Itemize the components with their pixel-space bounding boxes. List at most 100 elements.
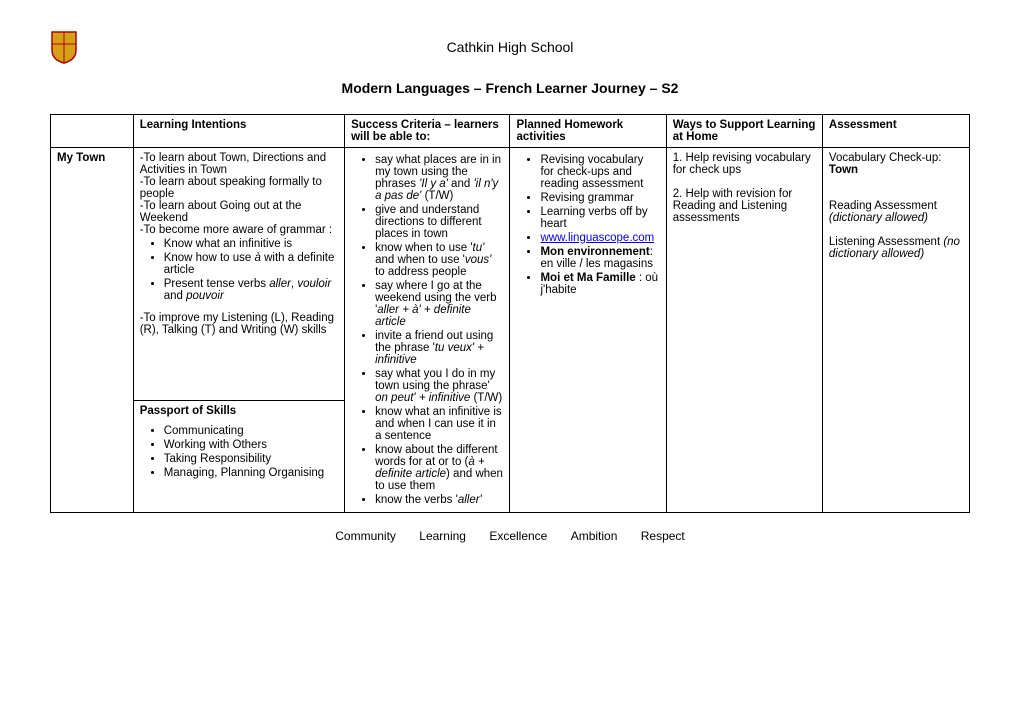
title-suffix: S2 [661, 80, 678, 96]
list-item: give and understand directions to differ… [375, 204, 503, 240]
t: and when to use ' [375, 254, 465, 266]
title-dash: – [646, 80, 662, 96]
footer-word: Learning [419, 529, 466, 543]
list-item: Moi et Ma Famille : où j'habite [540, 272, 659, 296]
support-cell: 1. Help revising vocabulary for check up… [666, 148, 822, 513]
learning-intentions-cell: -To learn about Town, Directions and Act… [133, 148, 344, 401]
list-item: Revising vocabulary for check-ups and re… [540, 154, 659, 190]
list-item: know about the different words for at or… [375, 444, 503, 492]
t: Moi et Ma Famille [540, 272, 635, 284]
footer-word: Community [335, 529, 396, 543]
title-prefix: Modern Languages – French Learner Journe… [342, 80, 646, 96]
footer-word: Excellence [489, 529, 547, 543]
col-support: Ways to Support Learning at Home [666, 115, 822, 148]
text: à [254, 252, 264, 264]
list-item: Revising grammar [540, 192, 659, 204]
topic-label: My Town [57, 152, 105, 164]
homework-list: Moi et Ma Famille : où j'habite [516, 272, 659, 296]
footer-word: Ambition [571, 529, 618, 543]
t: vous' [465, 254, 492, 266]
learner-journey-table: Learning Intentions Success Criteria – l… [50, 114, 970, 513]
li-text: -To become more aware of grammar : [140, 224, 338, 236]
t: aller' [458, 494, 482, 506]
list-item: know what an infinitive is and when I ca… [375, 406, 503, 442]
list-item: Present tense verbs aller, vouloir and p… [164, 278, 338, 302]
passport-header: Passport of Skills [140, 405, 338, 417]
t: Help with revision for Reading and Liste… [673, 188, 793, 224]
t: (dictionary allowed) [829, 212, 928, 224]
school-name: Cathkin High School [50, 39, 970, 55]
text: pouvoir [186, 290, 224, 302]
col-assessment: Assessment [822, 115, 969, 148]
assessment-item: Listening Assessment (no dictionary allo… [829, 236, 963, 260]
list-item: know the verbs 'aller' [375, 494, 503, 506]
homework-list: Mon environnement: en ville / les magasi… [516, 246, 659, 270]
list-item: say what places are in in my town using … [375, 154, 503, 202]
support-item: 2. Help with revision for Reading and Li… [673, 188, 816, 224]
t: to address people [375, 266, 466, 278]
list-item: say where I go at the weekend using the … [375, 280, 503, 328]
linguascope-link[interactable]: www.linguascope.com [540, 232, 654, 244]
t: 'Il y a' [419, 178, 448, 190]
list-item: Taking Responsibility [164, 453, 338, 465]
table-row: My Town -To learn about Town, Directions… [51, 148, 970, 401]
t: (T/W) [421, 190, 453, 202]
footer-word: Respect [641, 529, 685, 543]
text: Present tense verbs [164, 278, 269, 290]
text: aller [269, 278, 291, 290]
list-item: invite a friend out using the phrase 'tu… [375, 330, 503, 366]
homework-list: Learning verbs off by heart [516, 206, 659, 230]
t: and [448, 178, 474, 190]
t: Town [829, 164, 858, 176]
list-item: Communicating [164, 425, 338, 437]
col-learning-intentions: Learning Intentions [133, 115, 344, 148]
assessment-cell: Vocabulary Check-up: Town Reading Assess… [822, 148, 969, 513]
t: say what you I do in my town using the p… [375, 368, 495, 392]
li-text: -To learn about Going out at the Weekend [140, 200, 338, 224]
passport-cell: Passport of Skills Communicating Working… [133, 401, 344, 513]
t: know the verbs ' [375, 494, 458, 506]
t: on peut' + infinitive [375, 392, 470, 404]
list-item: Working with Others [164, 439, 338, 451]
grammar-list: Know what an infinitive is Know how to u… [140, 238, 338, 302]
assessment-item: Vocabulary Check-up: Town [829, 152, 963, 176]
list-item: Mon environnement: en ville / les magasi… [540, 246, 659, 270]
list-item: Learning verbs off by heart [540, 206, 659, 230]
header-row: Learning Intentions Success Criteria – l… [51, 115, 970, 148]
t: Vocabulary Check-up: [829, 152, 942, 164]
homework-list: www.linguascope.com [516, 232, 659, 244]
support-item: 1. Help revising vocabulary for check up… [673, 152, 816, 176]
topic-cell: My Town [51, 148, 134, 513]
list-item: know when to use 'tu' and when to use 'v… [375, 242, 503, 278]
homework-list: Revising vocabulary for check-ups and re… [516, 154, 659, 190]
text: and [164, 290, 186, 302]
t: Help revising vocabulary for check ups [673, 152, 811, 176]
t: 2. [673, 188, 686, 200]
text: Know how to use [164, 252, 255, 264]
li-text: -To learn about Town, Directions and Act… [140, 152, 338, 176]
homework-cell: Revising vocabulary for check-ups and re… [510, 148, 666, 513]
col-success-criteria: Success Criteria – learners will be able… [345, 115, 510, 148]
list-item: Know how to use à with a definite articl… [164, 252, 338, 276]
footer: Community Learning Excellence Ambition R… [50, 529, 970, 543]
t: tu' [473, 242, 485, 254]
list-item: Managing, Planning Organising [164, 467, 338, 479]
li-text: -To improve my Listening (L), Reading (R… [140, 312, 338, 336]
passport-list: Communicating Working with Others Taking… [140, 425, 338, 479]
homework-list: Revising grammar [516, 192, 659, 204]
list-item: say what you I do in my town using the p… [375, 368, 503, 404]
assessment-item: Reading Assessment (dictionary allowed) [829, 200, 963, 224]
t: (T/W) [470, 392, 502, 404]
t: 1. [673, 152, 686, 164]
t: Reading Assessment [829, 200, 937, 212]
document-title: Modern Languages – French Learner Journe… [50, 80, 970, 96]
col-homework: Planned Homework activities [510, 115, 666, 148]
li-text: -To learn about speaking formally to peo… [140, 176, 338, 200]
col-topic [51, 115, 134, 148]
success-list: say what places are in in my town using … [351, 154, 503, 506]
t: Mon environnement [540, 246, 649, 258]
t: Listening Assessment [829, 236, 943, 248]
text: vouloir [297, 278, 331, 290]
page-header: Cathkin High School [50, 30, 970, 64]
list-item: Know what an infinitive is [164, 238, 338, 250]
